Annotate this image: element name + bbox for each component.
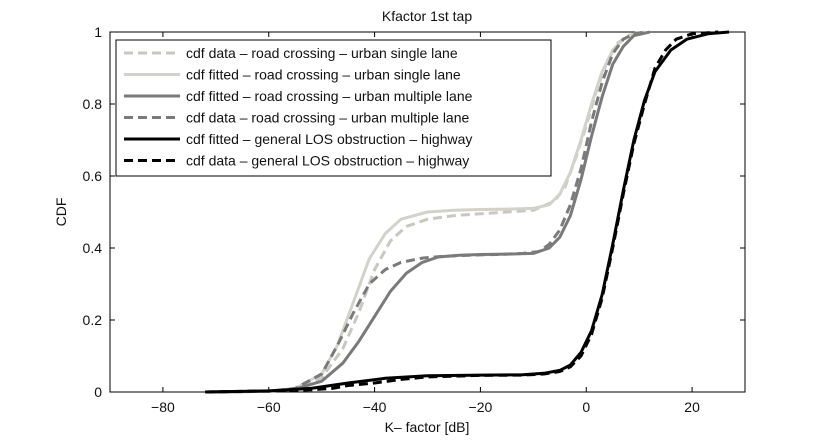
x-tick-label: −60 <box>257 399 281 415</box>
y-tick-label: 0 <box>94 384 102 400</box>
x-tick-label: 0 <box>582 399 590 415</box>
x-tick-label: 20 <box>684 399 700 415</box>
y-tick-label: 1 <box>94 24 102 40</box>
series-layer <box>205 30 730 394</box>
y-tick-label: 0.6 <box>83 168 103 184</box>
y-axis-label: CDF <box>53 198 69 227</box>
legend-label: cdf fitted – road crossing – urban singl… <box>186 67 461 83</box>
legend: cdf data – road crossing – urban single … <box>115 39 552 177</box>
legend-label: cdf data – road crossing – urban multipl… <box>186 110 469 126</box>
legend-label: cdf data – general LOS obstruction – hig… <box>186 153 469 169</box>
legend-label: cdf data – road crossing – urban single … <box>186 45 458 61</box>
x-tick-label: −20 <box>469 399 493 415</box>
series-line-4 <box>205 30 645 394</box>
legend-box <box>115 39 552 177</box>
chart-title: Kfactor 1st tap <box>382 8 472 24</box>
legend-label: cdf fitted – general LOS obstruction – h… <box>186 131 472 147</box>
legend-label: cdf fitted – road crossing – urban multi… <box>186 88 473 104</box>
x-tick-label: −80 <box>151 399 175 415</box>
y-tick-label: 0.4 <box>83 240 103 256</box>
x-axis-label: K– factor [dB] <box>385 419 470 435</box>
axis-ticks: −80 −60 −40 −20 0 20 0 0.2 0.4 0.6 0.8 1 <box>83 24 745 415</box>
x-tick-label: −40 <box>363 399 387 415</box>
y-tick-label: 0.2 <box>83 312 103 328</box>
series-line-5 <box>205 30 730 394</box>
series-line-6 <box>205 30 719 394</box>
y-tick-label: 0.8 <box>83 96 103 112</box>
